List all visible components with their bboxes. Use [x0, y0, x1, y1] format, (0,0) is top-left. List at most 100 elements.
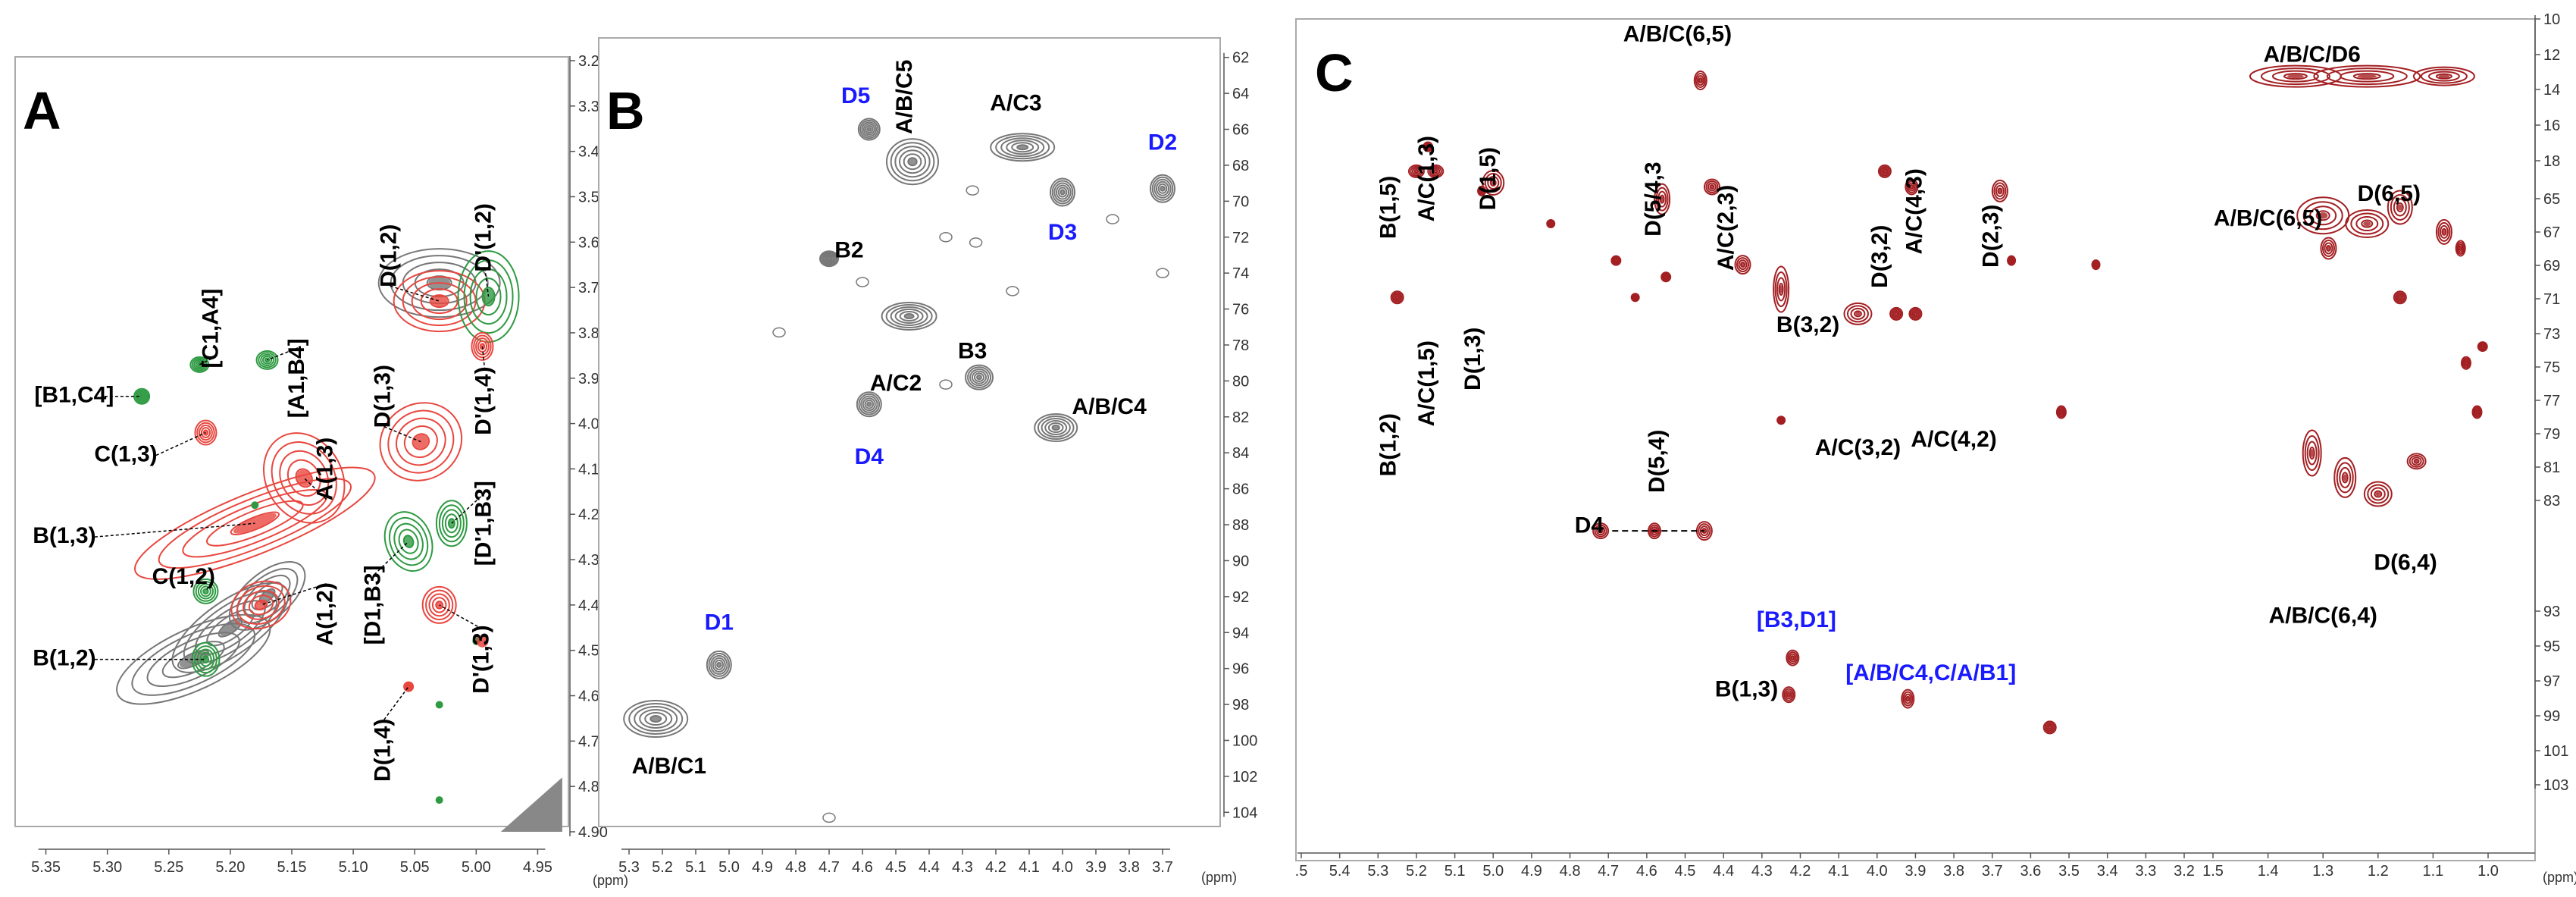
peak-label: D(6,5) [2358, 181, 2421, 206]
b-x-axis-tick-label: 4.0 [1052, 859, 1073, 876]
peak-gray-11 [819, 250, 839, 268]
peak-label: D(5/4,3 [1641, 162, 1666, 236]
b-x-axis-tick-label: 4.4 [919, 859, 940, 876]
peak-darkred-2-ring [1487, 176, 1500, 190]
peak-methyl-14-ring [2393, 290, 2407, 305]
peak-methyl-12-ring [2459, 245, 2463, 251]
peak-label: D(1,3) [1460, 328, 1485, 390]
peak-label: [C1,A4] [198, 288, 223, 368]
peak-gray-8-ring [969, 368, 989, 387]
peak-green-10-ring [463, 259, 514, 334]
peak-methyl-3-ring [2296, 196, 2350, 235]
peak-methyl-7 [2320, 237, 2337, 260]
peak-gray-6-ring [1153, 178, 1172, 199]
peak-darkred-25-ring [1660, 271, 1672, 283]
c-x-axis-tick-label: 3.8 [1943, 863, 1964, 880]
peak-red-5-ring [295, 468, 313, 488]
peak-label: B(3,2) [1776, 312, 1839, 337]
c-x-axis-tick-label: 3.7 [1982, 863, 2003, 880]
peak-small-red [476, 635, 489, 648]
peak-darkred-31-ring [1779, 419, 1783, 422]
panel-b-labels: A/B/C1 D1 D5 A/B/C5 A/C3 D3 D2 A/C2 B3 A/B/C4 D4 B2 [632, 60, 1178, 779]
peak-darkred-29-ring [1548, 221, 1553, 226]
peak-darkred-8-ring [1905, 178, 1919, 196]
peak-gray-2-ring [857, 118, 881, 141]
peak-red-4-ring [134, 466, 376, 580]
peak-darkred-9-ring [1997, 187, 2003, 195]
peak-methyl-15-core [2481, 346, 2484, 348]
peak-label: D'(1,3) [468, 625, 493, 693]
peak-methyl-13-ring [2462, 357, 2471, 369]
peak-label: A/C(4,2) [1911, 427, 1996, 452]
peak-methyl-1-ring [2340, 70, 2395, 83]
a-x-axis-tick-label: 5.25 [154, 859, 183, 876]
peak-gray-10-ring [862, 397, 876, 412]
peak-label: [B3,D1] [1757, 607, 1836, 632]
peak-gray-0-core [649, 715, 662, 723]
peak-darkred-8 [1905, 178, 1919, 196]
peak-darkred-30-core [1634, 296, 1636, 299]
peak-methyl-12-ring [2456, 241, 2465, 255]
peak-methyl-0-ring [2260, 67, 2330, 86]
peak-methyl-16-core [2476, 411, 2478, 413]
peak-methyl-11-ring [2413, 458, 2420, 464]
peak-red-5-ring [271, 441, 337, 515]
peak-green-6-ring [195, 581, 217, 602]
peak-gray-3-ring [899, 149, 926, 174]
peak-darkred-23-ring [2055, 405, 2067, 419]
peak-darkred-30-ring [1633, 296, 1637, 300]
peak-methyl-15-ring [2477, 341, 2488, 353]
peak-methyl-8-ring [2302, 429, 2322, 477]
peak-darkred-28-core [2095, 263, 2097, 266]
peak-darkred-10-ring [1479, 189, 1484, 193]
peak-gray-4-ring [1011, 142, 1034, 153]
peak-darkred-23-ring [2059, 409, 2064, 415]
peak-methyl-12-ring [2455, 240, 2466, 257]
peak-methyl-10-core [2375, 491, 2381, 497]
peak-methyl-2-ring [2427, 71, 2460, 82]
peak-red-9 [393, 270, 486, 333]
peak-green-0 [133, 387, 151, 405]
peak-methyl-6 [2435, 218, 2452, 245]
peak-gray-10-ring [864, 399, 875, 409]
peak-darkred-5-ring [1659, 194, 1665, 204]
peak-green-6-core [203, 589, 208, 594]
peak-darkred-20-core [1787, 693, 1790, 696]
peak-red-15-ring [431, 597, 447, 613]
peak-label: A/C3 [990, 90, 1041, 115]
peak-methyl-12-core [2459, 246, 2462, 250]
peak-red-15-ring [425, 589, 454, 621]
c-x-axis-tick-label: 3.9 [1905, 863, 1927, 880]
peak-label: D5 [841, 83, 870, 108]
peak-gray-2-ring [862, 123, 875, 136]
peak-methyl-5 [2387, 190, 2413, 225]
peak-label: D(3,2) [1867, 225, 1892, 288]
peak-methyl-4 [2345, 209, 2390, 239]
peak-darkred-11 [1773, 265, 1790, 313]
b-y-axis-tick-label: 70 [1232, 193, 1249, 210]
panel-b-frame [598, 37, 1221, 827]
b-x-axis-tick-label: 4.3 [952, 859, 973, 876]
panel-c: C A/B/C(6,5)B(1,5) A/C(1,3) D(1,5) D(5/4,3 A… [1295, 11, 2576, 885]
peak-green-13-ring [447, 518, 455, 529]
peak-gray-2-ring [865, 124, 874, 134]
peak-darkred-7-ring [1877, 164, 1892, 178]
peak-darkred-0-core [1699, 78, 1702, 83]
peak-darkred-29-ring [1546, 219, 1556, 229]
peak-methyl-1-core [2357, 74, 2377, 79]
peak-darkred-30-ring [1631, 293, 1639, 302]
gray-contour-ring [116, 613, 271, 705]
peak-label: A/C(4,3) [1901, 168, 1927, 254]
peak-methyl-10-ring [2374, 490, 2383, 498]
peak-green-2-ring [193, 359, 206, 370]
peak-gray-10-core [866, 402, 872, 407]
peak-label: A/C(1,5) [1414, 340, 1439, 426]
b-y-axis-tick-label: 96 [1232, 661, 1249, 678]
peak-darkred-20-ring [1785, 690, 1793, 700]
c-y-axis-tick-label: 71 [2543, 291, 2560, 308]
peak-green-14-ring [383, 511, 434, 572]
peak-red-7 [230, 580, 292, 630]
peak-green-2 [189, 356, 210, 373]
panel-b-title: B [606, 81, 645, 140]
peak-methyl-14-ring [2396, 293, 2404, 302]
